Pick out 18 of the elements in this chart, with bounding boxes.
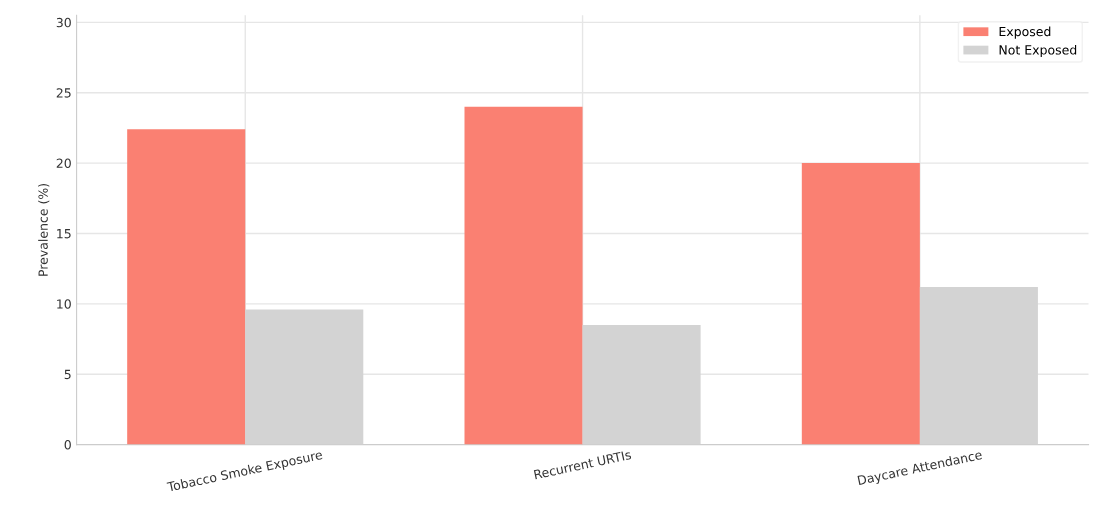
bar <box>919 286 1038 445</box>
x-tick-label: Recurrent URTIs <box>533 449 632 480</box>
bar <box>801 163 920 445</box>
bar <box>464 106 583 445</box>
y-tick-label: 5 <box>64 369 71 380</box>
y-tick-label: 15 <box>57 229 71 239</box>
y-tick-label: 20 <box>56 158 71 169</box>
bar <box>582 324 701 445</box>
bar <box>245 309 364 445</box>
legend-label: Not Exposed <box>999 44 1077 58</box>
y-tick-label: 0 <box>64 440 71 450</box>
y-tick-label: 10 <box>57 299 71 309</box>
bar <box>127 129 246 445</box>
y-tick-label: 30 <box>56 17 71 28</box>
x-tick-label: Tobacco Smoke Exposure <box>166 449 324 495</box>
legend-label: Exposed <box>999 26 1051 39</box>
y-tick-label: 25 <box>56 88 71 98</box>
y-axis-title: Prevalence (%) <box>38 183 50 276</box>
